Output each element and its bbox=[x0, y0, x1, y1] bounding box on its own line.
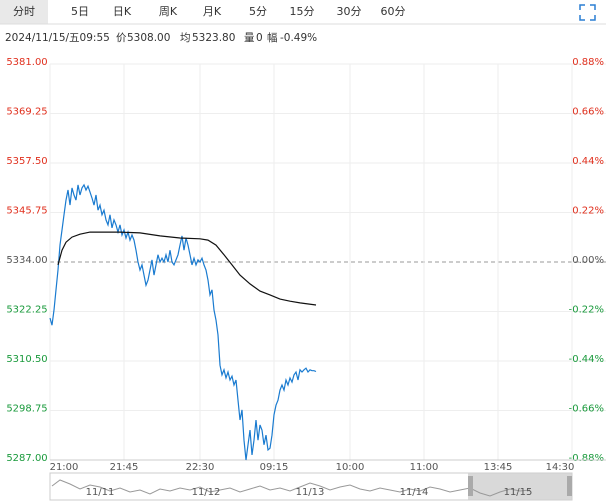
y-tick-label: 5322.25 bbox=[6, 305, 47, 316]
tab[interactable]: 日K bbox=[113, 5, 132, 18]
x-tick-label: 22:30 bbox=[186, 462, 215, 473]
y-tick-label: 5334.00 bbox=[6, 255, 47, 266]
tab[interactable]: 60分 bbox=[381, 5, 406, 18]
x-tick-label: 09:15 bbox=[260, 462, 289, 473]
y2-tick-label: 0.22% bbox=[572, 206, 604, 217]
navigator-label: 11/15 bbox=[504, 487, 533, 498]
info-line: 2024/11/15/五09:55 价 5308.00 均 5323.80 量 0 幅 -0.4… bbox=[5, 31, 317, 44]
y2-tick-label: -0.22% bbox=[569, 305, 604, 316]
tab[interactable]: 5日 bbox=[71, 5, 89, 18]
y-tick-label: 5369.25 bbox=[6, 107, 47, 118]
y2-tick-label: 0.66% bbox=[572, 107, 604, 118]
y2-tick-label: -0.66% bbox=[569, 404, 604, 415]
y2-tick-label: 0.88% bbox=[572, 57, 604, 68]
selected-tab-bg bbox=[0, 0, 48, 24]
navigator-label: 11/12 bbox=[192, 487, 221, 498]
plot: 5381.00 5369.25 5357.50 5345.75 5334.00 5322.… bbox=[6, 57, 606, 473]
info-time: 2024/11/15/五09:55 bbox=[5, 32, 110, 44]
tab[interactable]: 周K bbox=[159, 5, 178, 18]
x-tick-label: 10:00 bbox=[336, 462, 365, 473]
y2-tick-label: -0.44% bbox=[569, 354, 604, 365]
navigator: 11/11 11/12 11/13 11/14 11/15 bbox=[49, 472, 573, 501]
x-tick-label: 11:00 bbox=[410, 462, 439, 473]
y2-tick-label: 0.44% bbox=[572, 156, 604, 167]
x-tick-label: 14:30 bbox=[546, 462, 575, 473]
info-range-label: 幅 bbox=[267, 31, 278, 44]
navigator-selection[interactable] bbox=[468, 473, 572, 500]
y-tick-label: 5298.75 bbox=[6, 404, 47, 415]
info-price-label: 价 bbox=[116, 32, 127, 44]
info-volume: 0 bbox=[256, 32, 263, 44]
info-volume-label: 量 bbox=[244, 32, 255, 44]
tab[interactable]: 月K bbox=[203, 5, 222, 18]
x-tick-label: 21:45 bbox=[110, 462, 139, 473]
navigator-label: 11/14 bbox=[400, 487, 429, 498]
tabs: 分时 5日 日K 周K 月K 5分 15分 30分 60分 bbox=[13, 5, 406, 18]
expand-icon[interactable] bbox=[579, 4, 596, 21]
x-tick-label: 21:00 bbox=[50, 462, 79, 473]
navigator-label: 11/13 bbox=[296, 487, 325, 498]
y-tick-label: 5357.50 bbox=[6, 156, 47, 167]
navigator-line bbox=[51, 479, 531, 497]
y-tick-label: 5381.00 bbox=[6, 57, 47, 68]
series-line bbox=[49, 183, 317, 461]
tab[interactable]: 5分 bbox=[249, 5, 267, 18]
y-tick-label: 5287.00 bbox=[6, 453, 47, 464]
y2-tick-label: -0.88% bbox=[569, 453, 604, 464]
navigator-handle[interactable] bbox=[567, 476, 572, 496]
y-tick-label: 5345.75 bbox=[6, 206, 47, 217]
navigator-handle[interactable] bbox=[468, 476, 473, 496]
info-avg: 5323.80 bbox=[192, 32, 235, 44]
info-avg-label: 均 bbox=[180, 32, 191, 44]
tab[interactable]: 30分 bbox=[337, 5, 362, 18]
series-line bbox=[57, 231, 317, 306]
x-tick-label: 13:45 bbox=[484, 462, 513, 473]
y-tick-label: 5310.50 bbox=[6, 354, 47, 365]
tab[interactable]: 分时 bbox=[13, 5, 35, 18]
info-range: -0.49% bbox=[280, 32, 317, 44]
navigator-label: 11/11 bbox=[86, 487, 115, 498]
y2-tick-label: 0.00% bbox=[572, 255, 604, 266]
tab[interactable]: 15分 bbox=[290, 5, 315, 18]
info-price: 5308.00 bbox=[127, 32, 170, 44]
